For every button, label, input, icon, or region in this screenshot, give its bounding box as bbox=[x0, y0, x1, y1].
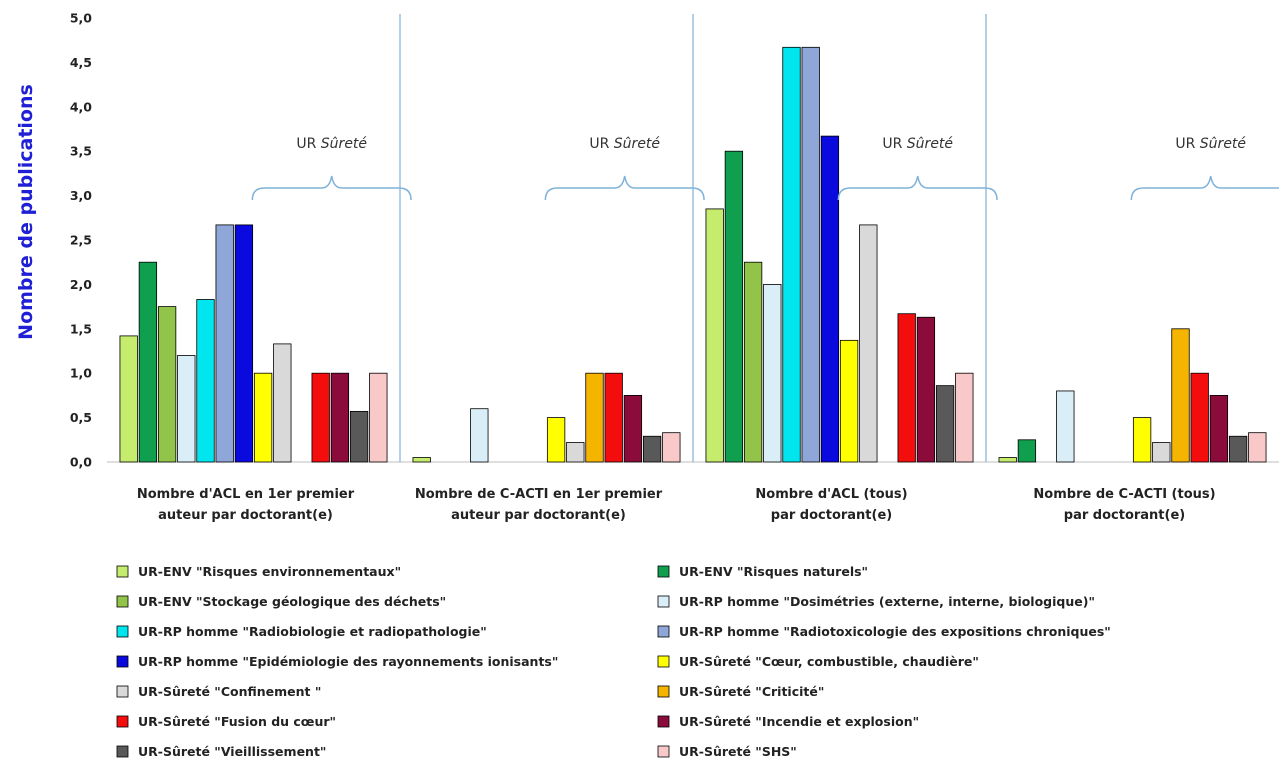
legend-label: UR-Sûreté "Cœur, combustible, chaudière" bbox=[679, 654, 979, 669]
bar bbox=[782, 46, 801, 463]
legend-swatch bbox=[116, 685, 129, 698]
bar bbox=[1248, 432, 1267, 463]
legend-swatch bbox=[116, 745, 129, 758]
bar bbox=[215, 224, 234, 463]
bar bbox=[820, 135, 840, 463]
y-axis-label: Nombre de publications bbox=[15, 84, 37, 340]
bar bbox=[743, 261, 763, 463]
bar bbox=[1056, 390, 1075, 463]
legend-swatch bbox=[657, 625, 670, 638]
bar bbox=[311, 372, 330, 463]
legend-label: UR-Sûreté "Vieillissement" bbox=[138, 744, 326, 759]
bar bbox=[1228, 435, 1248, 463]
bar bbox=[916, 316, 936, 463]
bar bbox=[412, 457, 431, 463]
bar bbox=[1209, 394, 1229, 463]
legend-swatch bbox=[116, 655, 129, 668]
legend-swatch bbox=[116, 715, 129, 728]
bar bbox=[177, 355, 196, 463]
brace-annotation bbox=[837, 175, 998, 201]
legend-swatch bbox=[116, 565, 129, 578]
legend-label: UR-Sûreté "Criticité" bbox=[679, 684, 824, 699]
bar bbox=[253, 372, 273, 463]
bar bbox=[196, 299, 215, 463]
legend-swatch bbox=[657, 745, 670, 758]
bar bbox=[935, 385, 955, 463]
category-label: Nombre de C-ACTI (tous) par doctorant(e) bbox=[1033, 487, 1215, 523]
legend-swatch bbox=[657, 715, 670, 728]
legend-label: UR-RP homme "Epidémiologie des rayonneme… bbox=[138, 654, 558, 669]
legend-label: UR-RP homme "Radiobiologie et radiopatho… bbox=[138, 624, 487, 639]
annotation-label: UR Sûreté bbox=[589, 136, 660, 152]
y-tick-label: 0,0 bbox=[70, 455, 92, 470]
y-tick-label: 1,5 bbox=[70, 321, 92, 336]
annotation-label: UR Sûreté bbox=[296, 136, 367, 152]
bar bbox=[138, 261, 158, 463]
bar bbox=[1152, 442, 1171, 463]
y-tick-label: 4,5 bbox=[70, 55, 92, 70]
legend-label: UR-ENV "Stockage géologique des déchets" bbox=[138, 594, 446, 609]
brace-annotation bbox=[251, 175, 412, 201]
legend-swatch bbox=[116, 625, 129, 638]
bar bbox=[839, 339, 859, 463]
bar bbox=[801, 46, 820, 463]
legend-swatch bbox=[657, 595, 670, 608]
bar bbox=[604, 372, 623, 463]
legend-swatch bbox=[657, 685, 670, 698]
legend-label: UR-Sûreté "SHS" bbox=[679, 744, 797, 759]
bar bbox=[585, 372, 604, 463]
brace-annotation bbox=[544, 175, 705, 201]
brace-annotation bbox=[1130, 175, 1279, 201]
bar bbox=[1132, 417, 1152, 463]
category-label: Nombre d'ACL en 1er premier auteur par do… bbox=[137, 487, 355, 523]
bar bbox=[566, 442, 585, 463]
bar bbox=[330, 372, 350, 463]
bar bbox=[705, 208, 724, 463]
bar bbox=[234, 224, 254, 463]
bar bbox=[369, 372, 388, 463]
bar bbox=[1017, 439, 1037, 463]
legend-swatch bbox=[657, 655, 670, 668]
y-tick-label: 3,0 bbox=[70, 188, 92, 203]
legend-label: UR-ENV "Risques environnementaux" bbox=[138, 564, 401, 579]
bar bbox=[157, 306, 177, 463]
category-label: Nombre de C-ACTI en 1er premier auteur pa… bbox=[415, 487, 663, 523]
y-tick-label: 5,0 bbox=[70, 11, 92, 26]
bar bbox=[642, 435, 662, 463]
bar bbox=[470, 408, 489, 463]
category-label: Nombre d'ACL (tous) par doctorant(e) bbox=[755, 487, 907, 523]
bar bbox=[897, 313, 916, 463]
bar bbox=[724, 150, 744, 463]
legend-swatch bbox=[657, 565, 670, 578]
bar bbox=[662, 432, 681, 463]
legend-swatch bbox=[116, 595, 129, 608]
legend-label: UR-ENV "Risques naturels" bbox=[679, 564, 868, 579]
legend-label: UR-RP homme "Radiotoxicologie des exposi… bbox=[679, 624, 1111, 639]
bar bbox=[119, 335, 138, 463]
y-tick-label: 2,0 bbox=[70, 277, 92, 292]
bar bbox=[546, 417, 566, 463]
bar bbox=[763, 283, 782, 463]
legend-label: UR-Sûreté "Fusion du cœur" bbox=[138, 714, 336, 729]
legend-label: UR-Sûreté "Confinement " bbox=[138, 684, 321, 699]
y-tick-label: 0,5 bbox=[70, 410, 92, 425]
annotation-label: UR Sûreté bbox=[1175, 136, 1246, 152]
bar bbox=[273, 343, 292, 463]
legend-label: UR-Sûreté "Incendie et explosion" bbox=[679, 714, 919, 729]
bar bbox=[349, 410, 369, 463]
y-tick-label: 4,0 bbox=[70, 99, 92, 114]
bar bbox=[623, 394, 643, 463]
legend-label: UR-RP homme "Dosimétries (externe, inter… bbox=[679, 594, 1095, 609]
annotation-label: UR Sûreté bbox=[882, 136, 953, 152]
bar bbox=[859, 224, 878, 463]
y-tick-label: 2,5 bbox=[70, 233, 92, 248]
bar bbox=[1190, 372, 1209, 463]
bar bbox=[998, 457, 1017, 463]
y-tick-label: 1,0 bbox=[70, 366, 92, 381]
bar bbox=[955, 372, 974, 463]
y-tick-label: 3,5 bbox=[70, 144, 92, 159]
bar bbox=[1171, 328, 1190, 463]
